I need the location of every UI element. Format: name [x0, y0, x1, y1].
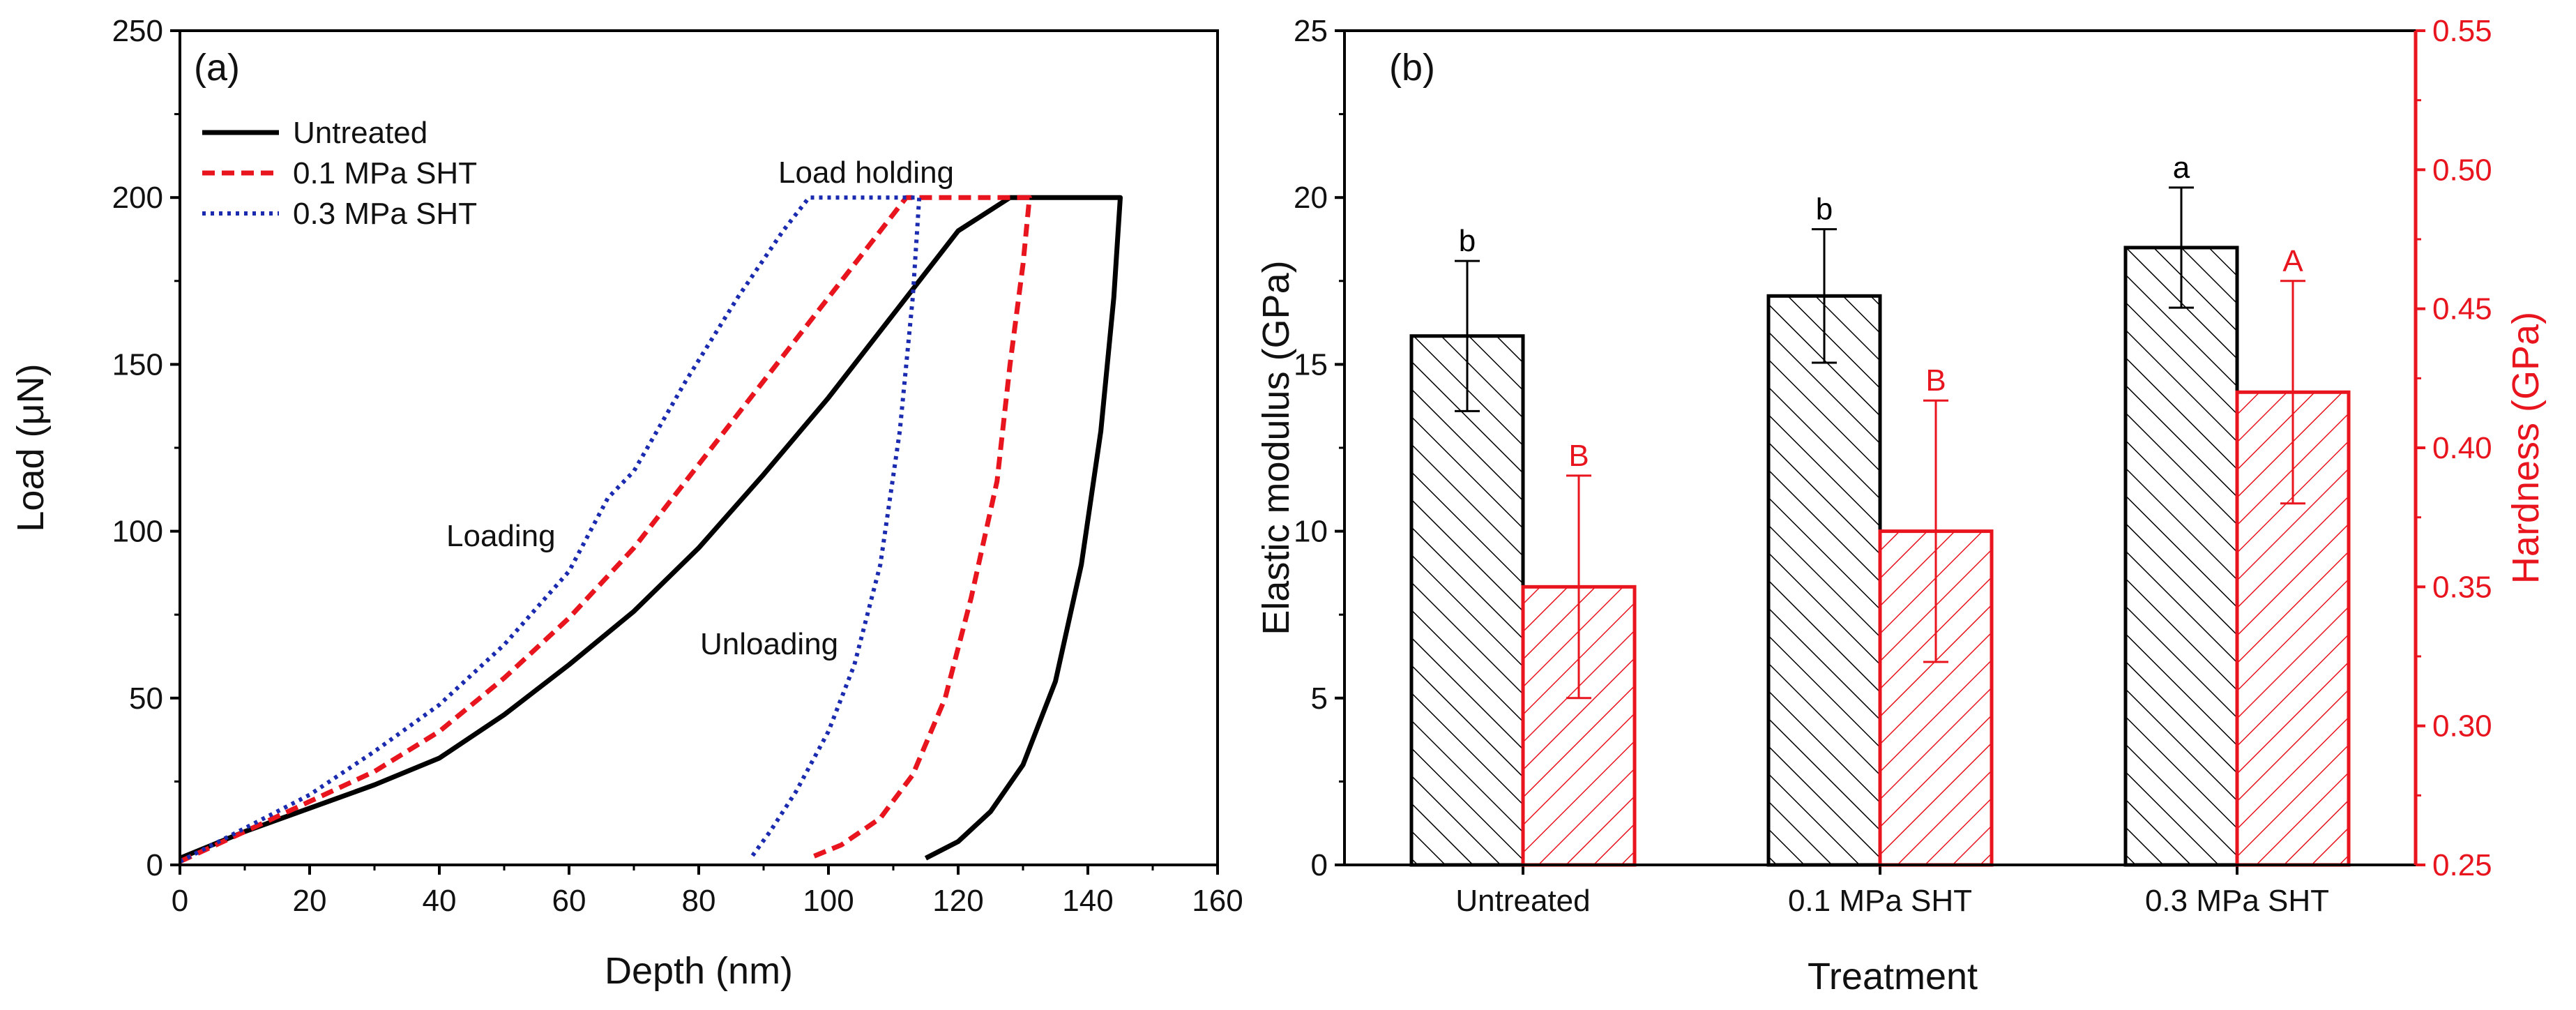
x-tick-label: 60: [552, 884, 586, 918]
significance-letter: B: [1568, 439, 1589, 473]
category-label: 0.3 MPa SHT: [2145, 884, 2329, 918]
x-tick-label: 100: [803, 884, 854, 918]
x-tick-label: 0: [172, 884, 188, 918]
y-tick-label: 0: [146, 848, 163, 882]
left-y-tick-label: 15: [1294, 347, 1328, 382]
y-tick-label: 200: [112, 181, 163, 215]
significance-letter: a: [2173, 151, 2190, 185]
left-y-tick-label: 5: [1311, 681, 1328, 716]
right-y-tick-label: 0.30: [2432, 709, 2492, 744]
x-tick-label: 40: [423, 884, 457, 918]
x-tick-label: 160: [1192, 884, 1243, 918]
modulus-bar-2: [2123, 246, 2239, 867]
x-tick-label: 20: [293, 884, 327, 918]
panel-b-bars: b Bb Ba A: [1409, 151, 2351, 867]
panel-a-x-axis-label: Depth (nm): [605, 950, 793, 992]
right-y-tick-label: 0.45: [2432, 292, 2492, 326]
annotation-load-holding: Load holding: [778, 156, 954, 190]
right-y-tick-label: 0.25: [2432, 848, 2492, 882]
right-y-tick-label: 0.35: [2432, 570, 2492, 604]
x-tick-label: 140: [1062, 884, 1113, 918]
y-tick-label: 150: [112, 347, 163, 382]
panel-a-legend: Untreated 0.1 MPa SHT 0.3 MPa SHT: [202, 116, 477, 231]
panel-a: 0 20 40 60 80 100 120 140 160 0 50 100 150 200 250 (a)…: [10, 14, 1243, 992]
legend-label-untreated: Untreated: [293, 116, 427, 150]
legend-label-01mpa: 0.1 MPa SHT: [293, 156, 477, 190]
legend-label-03mpa: 0.3 MPa SHT: [293, 197, 477, 231]
y-tick-label: 250: [112, 14, 163, 48]
modulus-bar-0: [1409, 334, 1525, 867]
x-tick-label: 120: [932, 884, 983, 918]
x-tick-label: 80: [682, 884, 716, 918]
left-y-tick-label: 20: [1294, 181, 1328, 215]
panel-a-y-axis-label: Load (μN): [10, 363, 52, 532]
panel-b-x-axis-label: Treatment: [1808, 956, 1978, 997]
left-y-tick-label: 10: [1294, 515, 1328, 549]
left-y-tick-label: 25: [1294, 14, 1328, 48]
panel-b-left-axis-label: Elastic modulus (GPa): [1255, 260, 1297, 635]
right-y-tick-label: 0.50: [2432, 153, 2492, 187]
left-y-tick-label: 0: [1311, 848, 1328, 882]
panel-a-frame: [179, 29, 1219, 866]
significance-letter: B: [1925, 363, 1946, 398]
significance-letter: b: [1459, 224, 1476, 258]
right-y-tick-label: 0.55: [2432, 14, 2492, 48]
panel-b-label: (b): [1389, 47, 1435, 89]
panel-a-label: (a): [194, 47, 240, 89]
y-tick-label: 100: [112, 515, 163, 549]
panel-a-curves: [179, 195, 1123, 864]
panel-b: 0 5 10 15 20 25 0.25 0.30 0.35 0.40 0.45 0.50 0.55 Un…: [1255, 14, 2547, 997]
significance-letter: A: [2282, 244, 2303, 278]
modulus-bar-1: [1766, 294, 1882, 867]
panel-b-right-axis-label: Hardness (GPa): [2505, 312, 2547, 584]
category-label: Untreated: [1455, 884, 1590, 918]
annotation-unloading: Unloading: [700, 627, 838, 661]
y-tick-label: 50: [129, 681, 163, 716]
curve-untreated: [179, 195, 1123, 861]
annotation-loading: Loading: [446, 519, 556, 553]
curve-01mpa: [179, 195, 1032, 864]
panel-a-grid-and-ticks: 0 20 40 60 80 100 120 140 160 0 50 100 150 200 250: [112, 14, 1243, 918]
right-y-tick-label: 0.40: [2432, 431, 2492, 465]
panel-b-ticks: 0 5 10 15 20 25 0.25 0.30 0.35 0.40 0.45 0.50 0.55 Un…: [1294, 14, 2492, 918]
significance-letter: b: [1816, 193, 1833, 227]
category-label: 0.1 MPa SHT: [1788, 884, 1972, 918]
